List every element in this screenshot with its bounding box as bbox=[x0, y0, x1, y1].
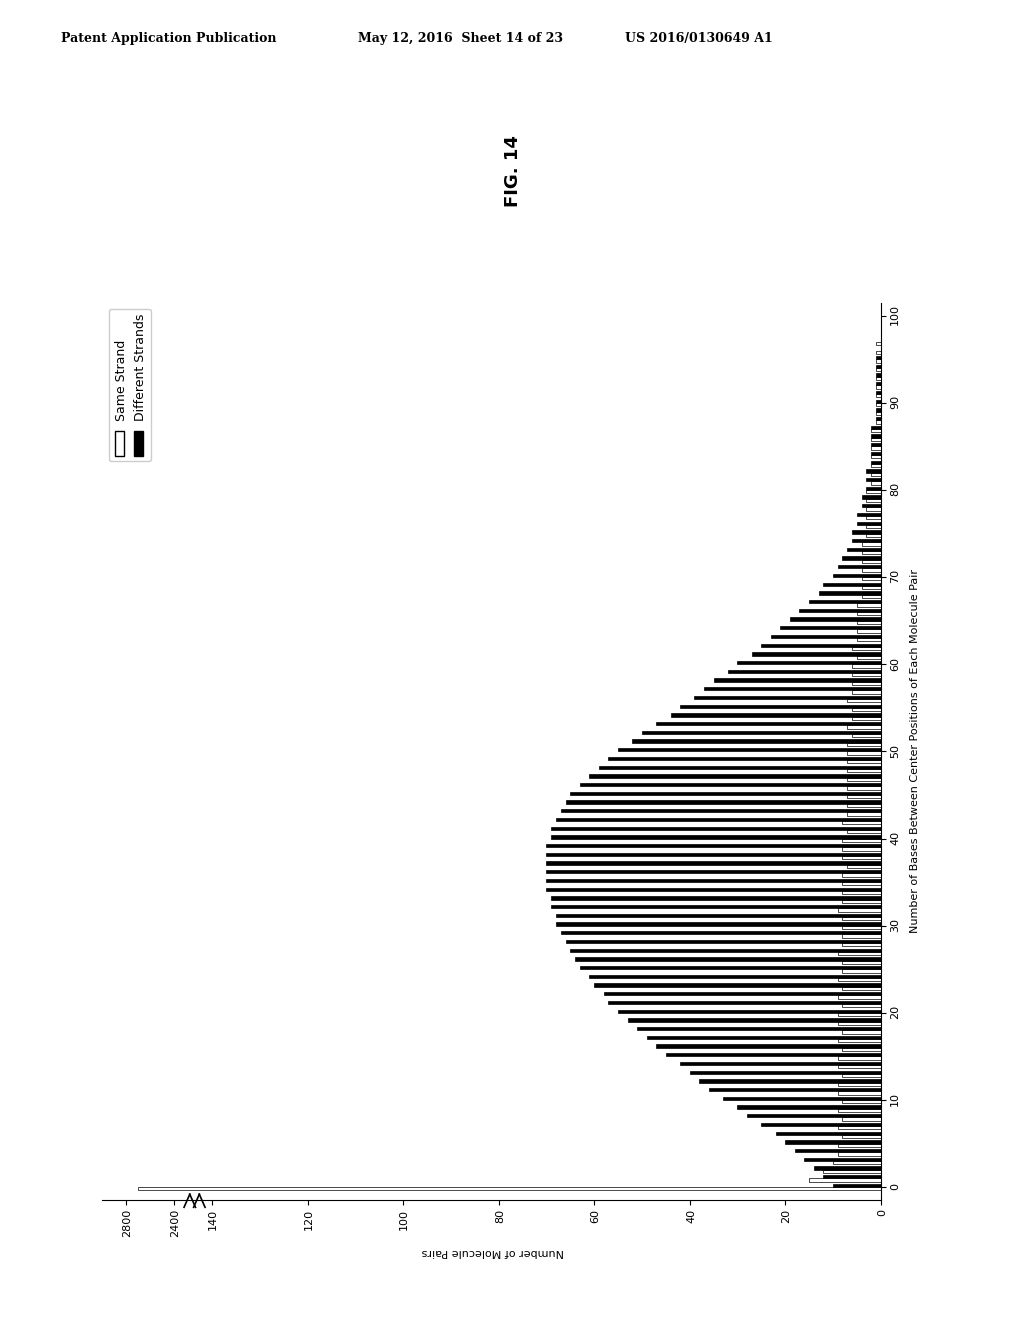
Text: May 12, 2016  Sheet 14 of 23: May 12, 2016 Sheet 14 of 23 bbox=[358, 32, 563, 45]
Text: US 2016/0130649 A1: US 2016/0130649 A1 bbox=[625, 32, 772, 45]
Text: Patent Application Publication: Patent Application Publication bbox=[61, 32, 276, 45]
